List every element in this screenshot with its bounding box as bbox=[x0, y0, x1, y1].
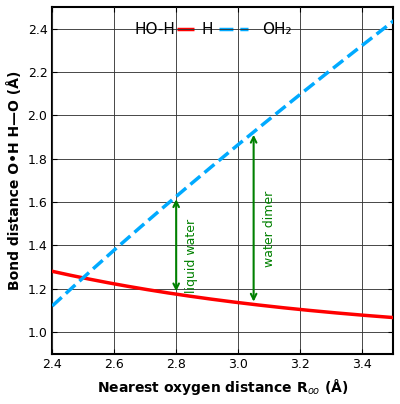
Text: water dimer: water dimer bbox=[263, 191, 276, 267]
Text: OH₂: OH₂ bbox=[262, 22, 292, 37]
Text: H: H bbox=[202, 22, 213, 37]
X-axis label: Nearest oxygen distance R$_{oo}$ (Å): Nearest oxygen distance R$_{oo}$ (Å) bbox=[97, 377, 348, 397]
Y-axis label: Bond distance O•H H—O (Å): Bond distance O•H H—O (Å) bbox=[7, 71, 22, 290]
Text: HO-H: HO-H bbox=[134, 22, 175, 37]
Text: liquid water: liquid water bbox=[186, 219, 198, 293]
